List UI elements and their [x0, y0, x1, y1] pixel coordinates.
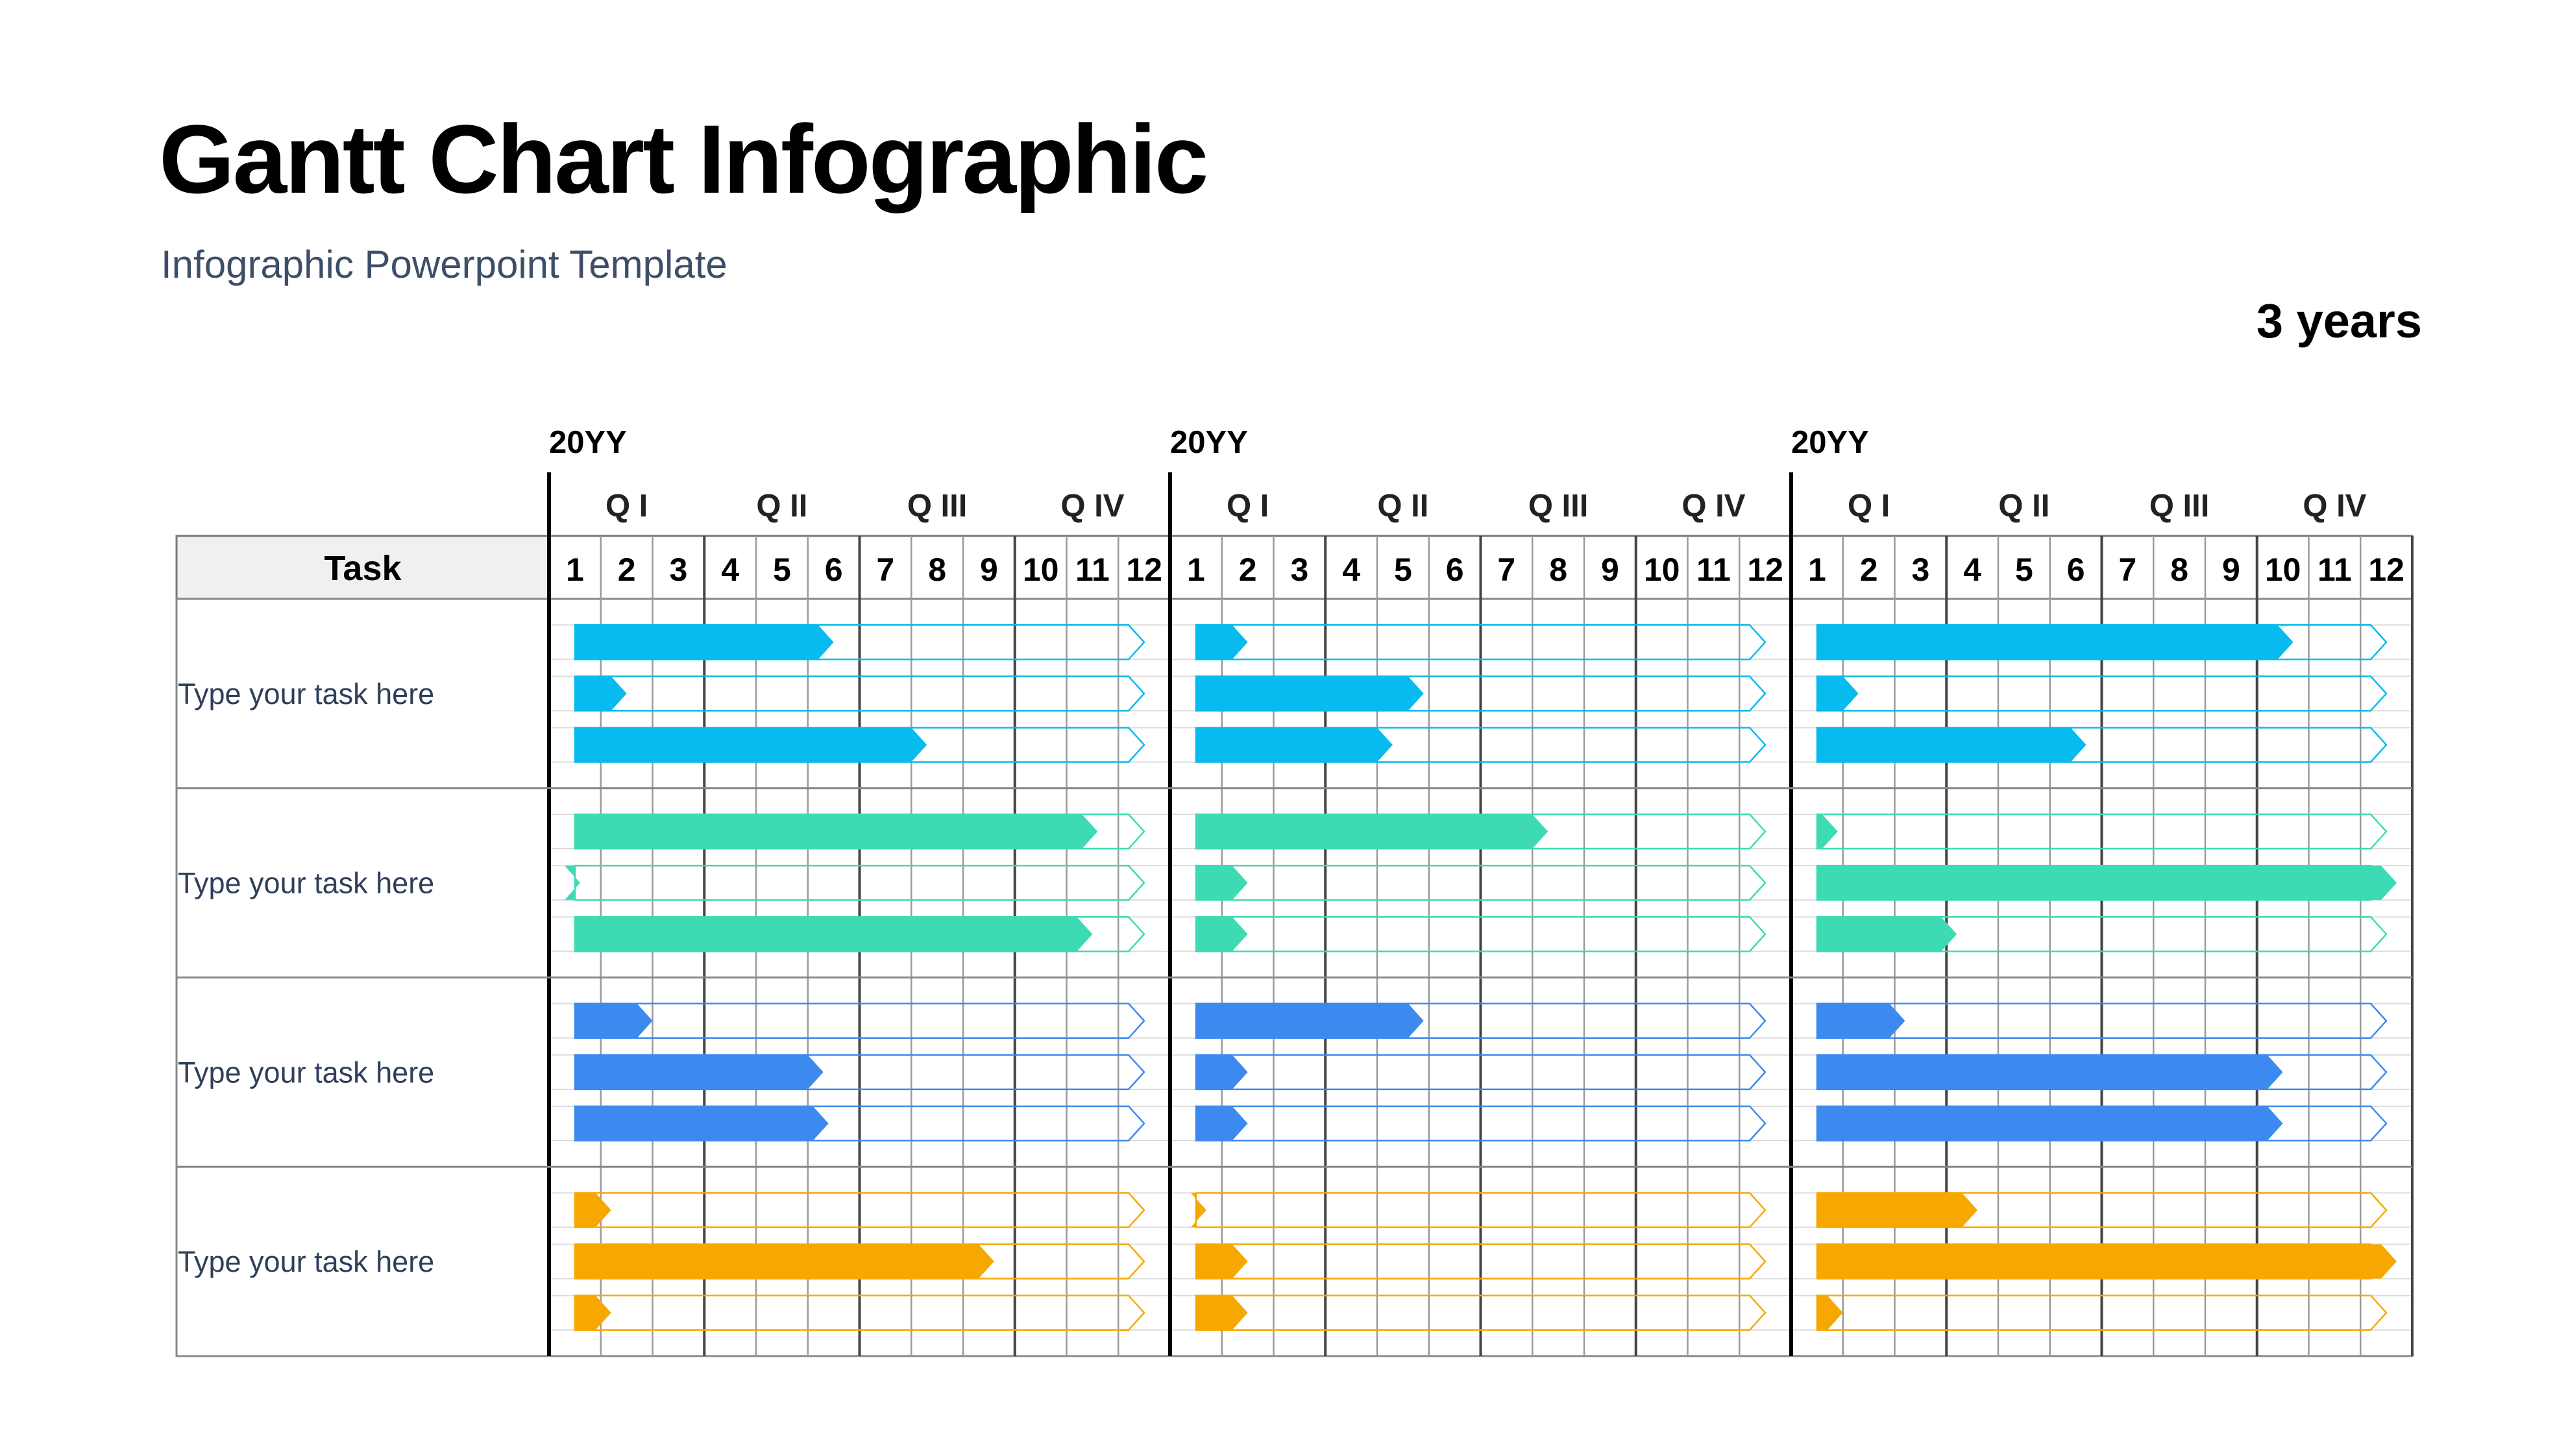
gantt-bar [575, 727, 927, 762]
gantt-bar [575, 676, 627, 711]
gantt-bar [1817, 814, 1838, 849]
month-label: 8 [928, 552, 946, 588]
gantt-bar [1196, 1003, 1424, 1038]
month-label: 4 [1963, 552, 1981, 588]
month-label: 9 [1601, 552, 1619, 588]
month-label: 1 [1187, 552, 1205, 588]
month-label: 12 [1747, 552, 1783, 588]
month-label: 1 [1808, 552, 1826, 588]
month-label: 9 [980, 552, 998, 588]
quarter-label: Q III [1528, 489, 1589, 524]
month-label: 5 [1394, 552, 1412, 588]
gantt-bar [1196, 1244, 1248, 1279]
gantt-bar [1196, 676, 1424, 711]
quarter-label: Q II [1377, 489, 1428, 524]
gantt-bar [575, 1003, 653, 1038]
month-label: 5 [2015, 552, 2033, 588]
gantt-bar [1817, 625, 2293, 660]
gantt-bar [564, 866, 580, 901]
gantt-bar [575, 1193, 611, 1228]
gantt-bar [1817, 866, 2397, 901]
gantt-bar [1817, 1244, 2397, 1279]
month-label: 10 [2265, 552, 2301, 588]
gantt-bar [1196, 625, 1248, 660]
month-label: 7 [1497, 552, 1515, 588]
month-label: 3 [1911, 552, 1929, 588]
gantt-bar [575, 625, 834, 660]
gantt-bar [575, 1295, 611, 1330]
month-label: 2 [1239, 552, 1257, 588]
month-label: 2 [1860, 552, 1878, 588]
gantt-bar [1817, 1295, 1843, 1330]
gantt-bar [575, 1244, 994, 1279]
gantt-bar [575, 1106, 829, 1141]
month-label: 4 [721, 552, 739, 588]
gantt-bar [1817, 1106, 2283, 1141]
month-label: 3 [669, 552, 687, 588]
month-label: 2 [618, 552, 636, 588]
year-label: 20YY [1791, 425, 1869, 460]
gantt-bar [1817, 676, 1859, 711]
month-label: 1 [566, 552, 584, 588]
quarter-label: Q II [1998, 489, 2049, 524]
month-label: 4 [1342, 552, 1360, 588]
month-label: 6 [825, 552, 843, 588]
task-column-header: Task [324, 549, 402, 588]
gantt-bar [1190, 1193, 1206, 1228]
task-label: Type your task here [178, 1245, 434, 1278]
gantt-bar [1817, 1054, 2283, 1089]
month-label: 9 [2222, 552, 2240, 588]
month-label: 5 [773, 552, 791, 588]
month-label: 6 [2067, 552, 2085, 588]
gantt-bar [1196, 727, 1393, 762]
month-label: 7 [876, 552, 894, 588]
page-subtitle: Infographic Powerpoint Template [161, 243, 728, 286]
quarter-label: Q IV [1060, 489, 1124, 524]
gantt-bar [575, 1054, 824, 1089]
gantt-bar [1196, 814, 1548, 849]
quarter-label: Q II [756, 489, 807, 524]
quarter-label: Q III [2149, 489, 2210, 524]
page-title: Gantt Chart Infographic [159, 104, 1208, 213]
month-label: 10 [1023, 552, 1059, 588]
duration-label: 3 years [2256, 294, 2422, 348]
task-label: Type your task here [178, 867, 434, 900]
quarter-label: Q IV [2303, 489, 2366, 524]
gantt-bar [1817, 917, 1957, 952]
quarter-label: Q III [907, 489, 968, 524]
gantt-bar [1196, 1106, 1248, 1141]
gantt-bar [1196, 866, 1248, 901]
quarter-label: Q IV [1681, 489, 1745, 524]
gantt-bar [575, 917, 1093, 952]
month-label: 7 [2118, 552, 2136, 588]
month-label: 11 [1696, 552, 1731, 588]
month-label: 8 [2170, 552, 2188, 588]
task-label: Type your task here [178, 1056, 434, 1089]
gantt-bar [1196, 917, 1248, 952]
quarter-label: Q I [1227, 489, 1269, 524]
gantt-bar [1817, 1193, 1978, 1228]
gantt-bar [1817, 727, 2086, 762]
gantt-bar [575, 814, 1098, 849]
month-label: 8 [1549, 552, 1567, 588]
task-label: Type your task here [178, 677, 434, 710]
gantt-bar [1817, 1003, 1905, 1038]
quarter-label: Q I [1848, 489, 1890, 524]
month-label: 10 [1644, 552, 1680, 588]
month-label: 11 [1075, 552, 1110, 588]
gantt-bar [1196, 1054, 1248, 1089]
month-label: 12 [1126, 552, 1162, 588]
month-label: 12 [2368, 552, 2404, 588]
year-label: 20YY [549, 425, 627, 460]
month-label: 6 [1446, 552, 1464, 588]
month-label: 3 [1290, 552, 1308, 588]
year-label: 20YY [1170, 425, 1248, 460]
month-label: 11 [2317, 552, 2352, 588]
quarter-label: Q I [605, 489, 648, 524]
gantt-bar [1196, 1295, 1248, 1330]
